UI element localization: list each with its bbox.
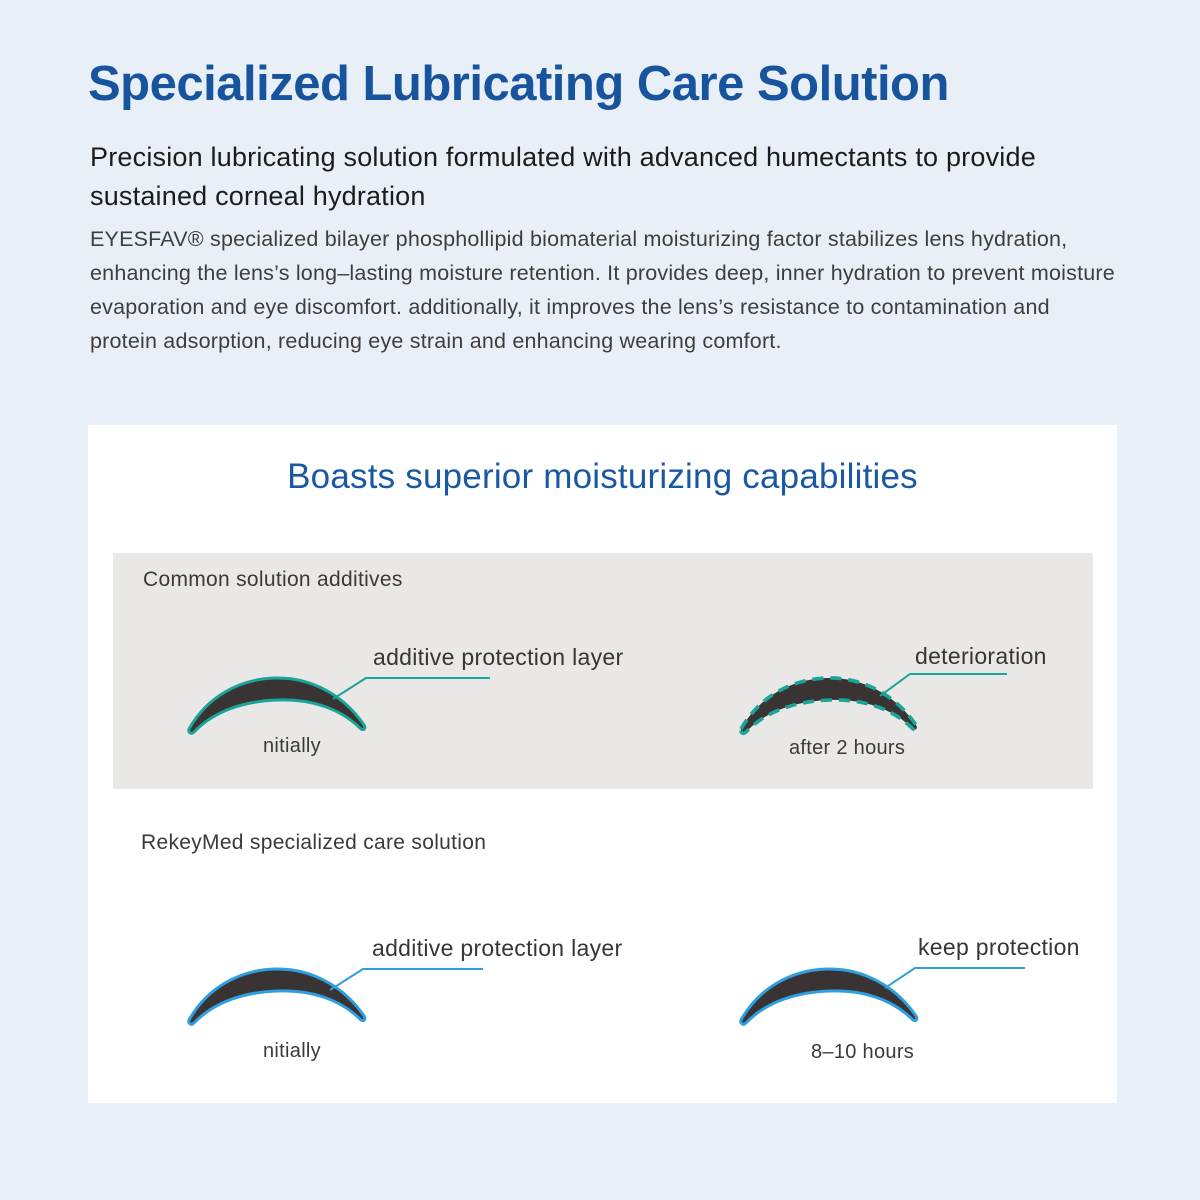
lens-shape xyxy=(739,967,919,1026)
caption-after-2-hours: after 2 hours xyxy=(789,737,906,759)
rekeymed-solution-label: RekeyMed specialized care solution xyxy=(141,831,487,854)
callout-deterioration: deterioration xyxy=(915,643,1047,669)
lens-common-initial xyxy=(187,676,490,735)
card-title: Boasts superior moisturizing capabilitie… xyxy=(287,457,918,496)
callout-leader-line xyxy=(332,677,490,700)
page-description: EYESFAV® specialized bilayer phosphollip… xyxy=(90,227,1115,353)
callout-leader-line xyxy=(879,673,1007,697)
lens-common-deteriorated xyxy=(739,673,1007,736)
lens-rekeymed-initial xyxy=(187,967,483,1026)
lens-rekeymed-protected xyxy=(739,967,1025,1026)
callout-keep-protection: keep protection xyxy=(918,934,1080,960)
callout-additive-layer-1: additive protection layer xyxy=(373,644,624,670)
lens-shape-dashed xyxy=(739,676,919,736)
callout-additive-layer-2: additive protection layer xyxy=(372,935,623,961)
callout-leader-line xyxy=(329,968,483,991)
moisturizing-comparison-card: Boasts superior moisturizing capabilitie… xyxy=(88,425,1117,1103)
lens-shape xyxy=(187,967,367,1026)
callout-leader-line xyxy=(884,967,1025,989)
lens-shape xyxy=(187,676,367,735)
page-subtitle: Precision lubricating solution formulate… xyxy=(90,142,1036,211)
common-solution-label: Common solution additives xyxy=(143,568,403,591)
caption-8-10-hours: 8–10 hours xyxy=(811,1041,915,1063)
caption-initial-2: nitially xyxy=(263,1040,321,1062)
caption-initial-1: nitially xyxy=(263,735,321,757)
common-solution-panel xyxy=(113,553,1093,789)
page-title: Specialized Lubricating Care Solution xyxy=(88,57,949,111)
